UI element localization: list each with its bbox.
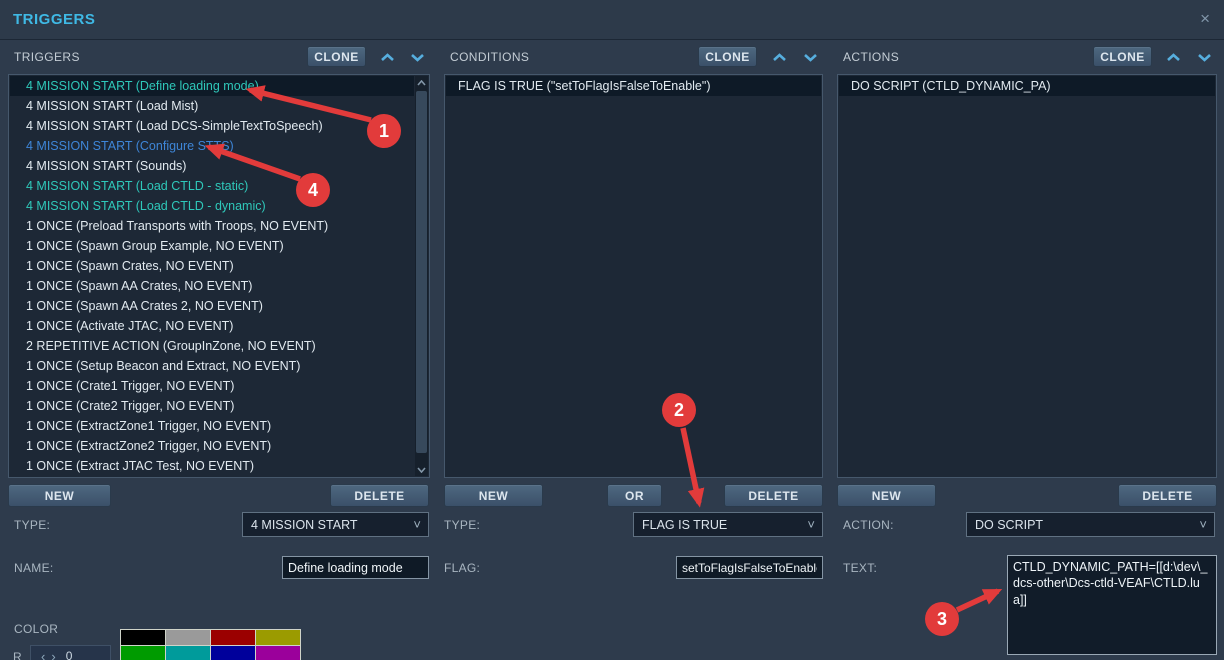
scroll-thumb[interactable]: [416, 91, 427, 453]
condition-flag-label: FLAG:: [444, 561, 481, 575]
actions-header: ACTIONS CLONE: [837, 46, 1217, 68]
color-swatch[interactable]: [121, 630, 165, 645]
actions-header-label: ACTIONS: [843, 50, 900, 64]
color-swatch[interactable]: [166, 646, 210, 660]
color-swatch[interactable]: [211, 630, 255, 645]
trigger-list-item[interactable]: 1 ONCE (Setup Beacon and Extract, NO EVE…: [26, 359, 301, 373]
triggers-delete-button[interactable]: DELETE: [330, 484, 429, 507]
triggers-new-button[interactable]: NEW: [8, 484, 111, 507]
trigger-name-label: NAME:: [14, 561, 54, 575]
trigger-list-item[interactable]: 1 ONCE (Spawn AA Crates, NO EVENT): [26, 279, 253, 293]
trigger-type-dropdown[interactable]: 4 MISSION START ˅: [242, 512, 429, 537]
trigger-list-item[interactable]: 4 MISSION START (Configure STTS): [26, 139, 234, 153]
action-type-value: DO SCRIPT: [975, 517, 1044, 532]
trigger-list-item[interactable]: 1 ONCE (Spawn AA Crates 2, NO EVENT): [26, 299, 263, 313]
r-channel-label: R: [13, 650, 22, 660]
actions-delete-button[interactable]: DELETE: [1118, 484, 1217, 507]
r-channel-stepper[interactable]: ‹ › 0: [30, 645, 111, 660]
stepper-increment-icon[interactable]: ›: [51, 648, 56, 660]
trigger-list-item[interactable]: 4 MISSION START (Sounds): [26, 159, 187, 173]
trigger-list-item[interactable]: 1 ONCE (Crate1 Trigger, NO EVENT): [26, 379, 235, 393]
conditions-header-label: CONDITIONS: [450, 50, 530, 64]
trigger-list-item[interactable]: 1 ONCE (ExtractZone1 Trigger, NO EVENT): [26, 419, 272, 433]
triggers-move-down-icon[interactable]: [406, 48, 428, 66]
color-swatch[interactable]: [211, 646, 255, 660]
trigger-list-item[interactable]: 1 ONCE (Preload Transports with Troops, …: [26, 219, 329, 233]
condition-type-dropdown[interactable]: FLAG IS TRUE ˅: [633, 512, 823, 537]
trigger-list-item[interactable]: 4 MISSION START (Load Mist): [26, 99, 199, 113]
actions-move-down-icon[interactable]: [1193, 48, 1215, 66]
triggers-header-label: TRIGGERS: [14, 50, 80, 64]
conditions-move-down-icon[interactable]: [799, 48, 821, 66]
triggers-list: 4 MISSION START (Define loading mode) 4 M…: [8, 74, 430, 478]
action-text-label: TEXT:: [843, 561, 878, 575]
conditions-delete-button[interactable]: DELETE: [724, 484, 823, 507]
triggers-list-items: 4 MISSION START (Define loading mode) 4 M…: [10, 76, 414, 476]
color-label: COLOR: [14, 622, 59, 636]
trigger-list-item[interactable]: 1 ONCE (Extract JTAC Test, NO EVENT): [26, 459, 255, 473]
trigger-type-value: 4 MISSION START: [251, 517, 358, 532]
triggers-move-up-icon[interactable]: [376, 48, 398, 66]
scroll-down-icon[interactable]: [415, 463, 428, 476]
scroll-up-icon[interactable]: [415, 76, 428, 89]
trigger-list-item[interactable]: 1 ONCE (Spawn Crates, NO EVENT): [26, 259, 234, 273]
action-type-label: ACTION:: [843, 518, 894, 532]
r-channel-value: 0: [65, 649, 73, 660]
conditions-new-button[interactable]: NEW: [444, 484, 543, 507]
actions-clone-button[interactable]: CLONE: [1093, 46, 1152, 67]
action-text-area[interactable]: CTLD_DYNAMIC_PATH=[[d:\dev\_dcs-other\Dc…: [1007, 555, 1217, 655]
trigger-list-item[interactable]: 2 REPETITIVE ACTION (GroupInZone, NO EVE…: [26, 339, 316, 353]
conditions-list: FLAG IS TRUE ("setToFlagIsFalseToEnable"…: [444, 74, 823, 478]
trigger-list-item[interactable]: 4 MISSION START (Load DCS-SimpleTextToSp…: [26, 119, 323, 133]
window-title: TRIGGERS: [13, 11, 96, 28]
annotation-circle: [925, 602, 959, 636]
color-swatch[interactable]: [256, 630, 300, 645]
condition-flag-input[interactable]: [676, 556, 823, 579]
trigger-list-item[interactable]: 4 MISSION START (Load CTLD - static): [26, 179, 249, 193]
actions-list-items: DO SCRIPT (CTLD_DYNAMIC_PA): [839, 76, 1215, 96]
triggers-clone-button[interactable]: CLONE: [307, 46, 366, 67]
chevron-down-icon: ˅: [413, 517, 421, 532]
conditions-or-button[interactable]: OR: [607, 484, 662, 507]
color-swatch[interactable]: [121, 646, 165, 660]
close-icon[interactable]: ×: [1200, 9, 1210, 28]
conditions-move-up-icon[interactable]: [768, 48, 790, 66]
trigger-list-item[interactable]: 1 ONCE (Activate JTAC, NO EVENT): [26, 319, 234, 333]
actions-list: DO SCRIPT (CTLD_DYNAMIC_PA): [837, 74, 1217, 478]
color-palette: [120, 629, 301, 660]
trigger-list-item[interactable]: 1 ONCE (Spawn Group Example, NO EVENT): [26, 239, 284, 253]
trigger-type-label: TYPE:: [14, 518, 51, 532]
chevron-down-icon: ˅: [807, 517, 815, 532]
stepper-decrement-icon[interactable]: ‹: [41, 648, 46, 660]
title-bar: TRIGGERS ×: [0, 0, 1224, 40]
action-list-item[interactable]: DO SCRIPT (CTLD_DYNAMIC_PA): [839, 76, 1215, 96]
condition-list-item[interactable]: FLAG IS TRUE ("setToFlagIsFalseToEnable"…: [446, 76, 821, 96]
condition-type-value: FLAG IS TRUE: [642, 517, 728, 532]
trigger-list-item[interactable]: 1 ONCE (ExtractZone2 Trigger, NO EVENT): [26, 439, 272, 453]
annotation-number: 3: [937, 609, 947, 629]
color-swatch[interactable]: [166, 630, 210, 645]
trigger-list-item[interactable]: 4 MISSION START (Load CTLD - dynamic): [26, 199, 266, 213]
actions-new-button[interactable]: NEW: [837, 484, 936, 507]
action-type-dropdown[interactable]: DO SCRIPT ˅: [966, 512, 1215, 537]
conditions-header: CONDITIONS CLONE: [444, 46, 823, 68]
color-swatch[interactable]: [256, 646, 300, 660]
trigger-list-item[interactable]: 1 ONCE (Crate2 Trigger, NO EVENT): [26, 399, 235, 413]
condition-type-label: TYPE:: [444, 518, 481, 532]
trigger-name-input[interactable]: [282, 556, 429, 579]
triggers-scrollbar[interactable]: [415, 76, 428, 476]
triggers-header: TRIGGERS CLONE: [8, 46, 430, 68]
conditions-clone-button[interactable]: CLONE: [698, 46, 757, 67]
conditions-list-items: FLAG IS TRUE ("setToFlagIsFalseToEnable"…: [446, 76, 821, 96]
chevron-down-icon: ˅: [1199, 517, 1207, 532]
actions-move-up-icon[interactable]: [1162, 48, 1184, 66]
annotation-arrow: [955, 588, 1003, 613]
trigger-list-item[interactable]: 4 MISSION START (Define loading mode): [10, 76, 414, 96]
